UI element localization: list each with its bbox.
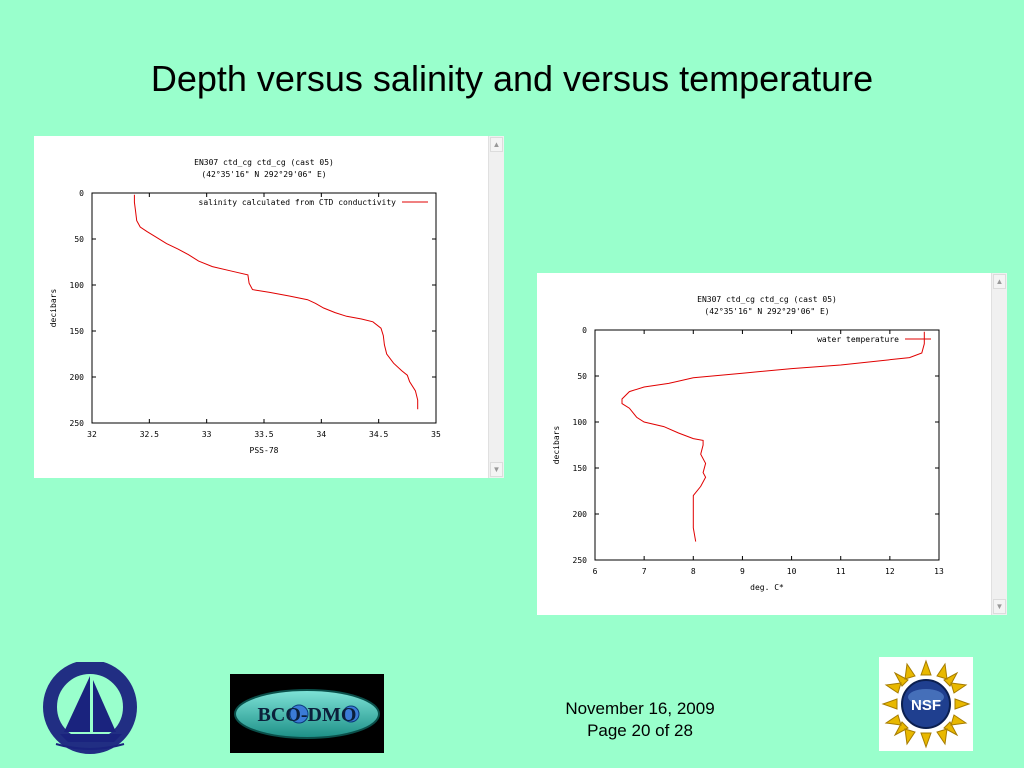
x-tick-label: 11	[836, 567, 846, 576]
footer: November 16, 2009 Page 20 of 28	[540, 698, 740, 742]
x-tick-label: 32	[87, 430, 97, 439]
x-tick-label: 9	[740, 567, 745, 576]
y-tick-label: 100	[573, 418, 588, 427]
chart-title: EN307 ctd_cg ctd_cg (cast 05)	[194, 158, 334, 167]
x-tick-label: 6	[593, 567, 598, 576]
y-tick-label: 0	[79, 189, 84, 198]
slide-title: Depth versus salinity and versus tempera…	[150, 58, 874, 99]
bco-dmo-logo-text: BCO-DMO	[258, 704, 357, 726]
plot-area	[594, 329, 940, 561]
scroll-down-button[interactable]: ▼	[490, 462, 503, 477]
y-tick-label: 50	[74, 235, 84, 244]
series-line	[133, 194, 419, 410]
y-tick-label: 50	[577, 372, 587, 381]
y-tick-label: 200	[573, 510, 588, 519]
footer-date: November 16, 2009	[565, 699, 715, 718]
scroll-up-button[interactable]: ▲	[993, 274, 1006, 289]
x-axis-label: deg. C*	[750, 583, 784, 592]
y-tick-label: 250	[70, 419, 85, 428]
x-tick-label: 10	[787, 567, 797, 576]
x-tick-label: 13	[934, 567, 944, 576]
y-tick-label: 250	[573, 556, 588, 565]
chart-subtitle: (42°35'16" N 292°29'06" E)	[704, 307, 829, 316]
y-tick-label: 150	[70, 327, 85, 336]
y-tick-label: 200	[70, 373, 85, 382]
plot-area	[91, 192, 437, 424]
y-tick-label: 100	[70, 281, 85, 290]
footer-page: Page 20 of 28	[587, 721, 693, 740]
bco-dmo-logo: BCO-DMO	[230, 674, 384, 753]
x-tick-label: 7	[642, 567, 647, 576]
x-tick-label: 8	[691, 567, 696, 576]
x-tick-label: 32.5	[140, 430, 159, 439]
salinity-chart: EN307 ctd_cg ctd_cg (cast 05) (42°35'16" …	[49, 158, 441, 455]
chart-title: EN307 ctd_cg ctd_cg (cast 05)	[697, 295, 837, 304]
x-tick-label: 33	[202, 430, 212, 439]
nsf-logo: NSF	[879, 657, 973, 751]
x-tick-label: 33.5	[254, 430, 273, 439]
series-line	[621, 331, 925, 542]
temperature-chart-frame: EN307 ctd_cg ctd_cg (cast 05) (42°35'16" …	[537, 273, 1007, 615]
legend-label: water temperature	[817, 335, 899, 344]
x-tick-label: 12	[885, 567, 895, 576]
x-axis-label: PSS-78	[250, 446, 279, 455]
legend-label: salinity calculated from CTD conductivit…	[199, 198, 397, 207]
y-axis-label: decibars	[552, 426, 561, 465]
temperature-chart: EN307 ctd_cg ctd_cg (cast 05) (42°35'16" …	[552, 295, 944, 592]
chart-subtitle: (42°35'16" N 292°29'06" E)	[201, 170, 326, 179]
y-axis-label: decibars	[49, 289, 58, 328]
temperature-chart-scrollbar[interactable]: ▲ ▼	[991, 273, 1007, 615]
scroll-up-button[interactable]: ▲	[490, 137, 503, 152]
x-tick-label: 34.5	[369, 430, 388, 439]
scroll-down-button[interactable]: ▼	[993, 599, 1006, 614]
salinity-chart-scrollbar[interactable]: ▲ ▼	[488, 136, 504, 478]
x-tick-label: 35	[431, 430, 441, 439]
y-tick-label: 150	[573, 464, 588, 473]
salinity-chart-frame: EN307 ctd_cg ctd_cg (cast 05) (42°35'16" …	[34, 136, 504, 478]
whoi-logo	[38, 660, 142, 756]
x-tick-label: 34	[317, 430, 327, 439]
y-tick-label: 0	[582, 326, 587, 335]
nsf-logo-text: NSF	[911, 697, 941, 714]
